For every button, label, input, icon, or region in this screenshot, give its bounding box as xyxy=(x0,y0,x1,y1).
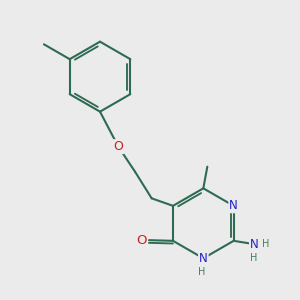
Text: H: H xyxy=(198,267,206,277)
Text: O: O xyxy=(113,140,123,153)
Text: H: H xyxy=(250,253,257,263)
Text: O: O xyxy=(136,234,147,247)
Text: H: H xyxy=(262,238,270,248)
Text: N: N xyxy=(250,238,259,251)
Text: N: N xyxy=(199,252,208,265)
Text: N: N xyxy=(229,199,238,212)
